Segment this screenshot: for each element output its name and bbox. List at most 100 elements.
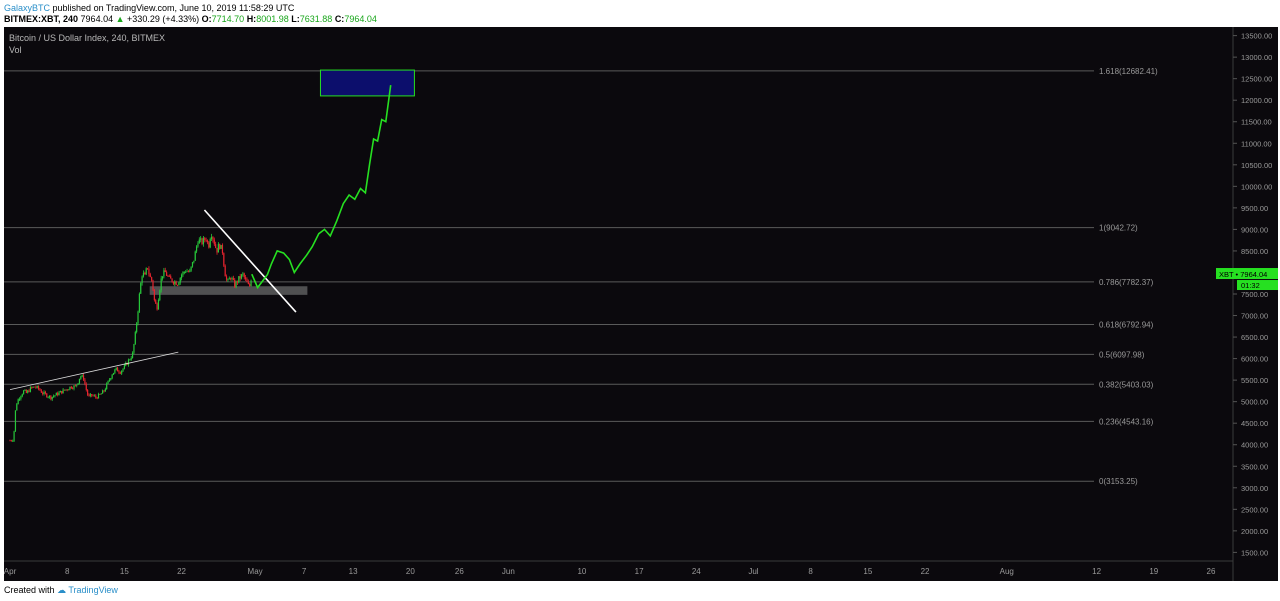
- y-tick-label: 13000.00: [1241, 53, 1272, 62]
- candle-body: [163, 270, 165, 277]
- tradingview-link[interactable]: TradingView: [68, 585, 118, 595]
- candle-body: [118, 371, 120, 373]
- y-tick-label: 5500.00: [1241, 376, 1268, 385]
- footer: Created with ☁ TradingView: [4, 585, 118, 596]
- candle-body: [106, 383, 108, 390]
- candle-body: [225, 276, 228, 280]
- candle-body: [156, 303, 158, 310]
- last-price-tag: [1216, 268, 1278, 280]
- candle-body: [25, 389, 27, 393]
- open-value: 7714.70: [211, 14, 245, 24]
- candle-body: [159, 290, 161, 300]
- candle-body: [108, 379, 111, 381]
- x-tick-label: 7: [302, 567, 307, 576]
- candle-body: [194, 251, 196, 261]
- candle-body: [69, 386, 71, 390]
- candle-body: [24, 389, 26, 391]
- candle-body: [238, 276, 240, 283]
- candle-body: [129, 359, 131, 361]
- candle-body: [153, 289, 155, 301]
- candle-body: [46, 393, 48, 398]
- candle-body: [55, 392, 57, 396]
- y-tick-label: 4500.00: [1241, 419, 1268, 428]
- x-tick-label: 26: [1207, 567, 1216, 576]
- candle-body: [39, 388, 41, 391]
- candle-body: [65, 389, 67, 391]
- y-tick-label: 6500.00: [1241, 333, 1268, 342]
- fib-label: 1(9042.72): [1099, 224, 1138, 233]
- candle-body: [84, 379, 86, 385]
- candle-body: [193, 260, 195, 263]
- candle-body: [182, 272, 184, 275]
- candle-body: [209, 239, 211, 248]
- y-tick-label: 5000.00: [1241, 398, 1268, 407]
- candle-body: [190, 266, 192, 271]
- y-tick-label: 7500.00: [1241, 290, 1268, 299]
- candle-body: [114, 369, 116, 373]
- candle-body: [145, 268, 147, 275]
- candle-body: [61, 390, 63, 394]
- candle-body: [42, 392, 44, 394]
- candle-body: [121, 370, 123, 374]
- candle-body: [157, 299, 160, 310]
- candle-body: [223, 253, 225, 266]
- candle-body: [67, 389, 70, 391]
- candle-body: [189, 270, 191, 272]
- y-tick-label: 2000.00: [1241, 527, 1268, 536]
- time-axis[interactable]: Apr 8 15 22 May 7 13 20 26 Jun 10 17 24 Jul 8 15 22 Aug 12…: [4, 567, 1216, 576]
- candle-body: [112, 372, 115, 375]
- chart-area[interactable]: 1.618(12682.41) 1(9042.72) 0.786(7782.37) 0…: [4, 27, 1278, 581]
- change-up-icon: ▲: [115, 14, 125, 24]
- candle-body: [227, 279, 229, 281]
- candle-body: [80, 376, 82, 379]
- y-tick-label: 3000.00: [1241, 484, 1268, 493]
- candle-body: [164, 270, 166, 273]
- low-value: 7631.88: [299, 14, 333, 24]
- candle-body: [181, 274, 183, 278]
- fib-label: 0.618(6792.94): [1099, 320, 1154, 329]
- candle-body: [202, 238, 204, 245]
- candle-body: [247, 282, 249, 284]
- symbol-label: BITMEX:XBT, 240: [4, 14, 79, 24]
- candle-body: [110, 378, 112, 380]
- close-value: 7964.04: [344, 14, 377, 24]
- candle-body: [18, 398, 21, 400]
- candle-body: [91, 394, 93, 396]
- author-link[interactable]: GalaxyBTC: [4, 3, 51, 13]
- low-label: L:: [291, 14, 300, 24]
- y-tick-label: 2500.00: [1241, 505, 1268, 514]
- price-axis[interactable]: 1500.00 2000.00 2500.00 3000.00 3500.00 4000.…: [1233, 32, 1272, 558]
- candle-body: [104, 389, 106, 392]
- candle-body: [216, 247, 218, 253]
- price-chart[interactable]: 1.618(12682.41) 1(9042.72) 0.786(7782.37) 0…: [4, 27, 1278, 581]
- y-tick-label: 6000.00: [1241, 355, 1268, 364]
- candle-body: [48, 395, 51, 398]
- candles: [9, 233, 252, 443]
- x-tick-label: 24: [692, 567, 701, 576]
- y-tick-label: 3500.00: [1241, 462, 1268, 471]
- publish-info: GalaxyBTC published on TradingView.com, …: [4, 3, 294, 14]
- candle-body: [242, 273, 244, 275]
- candle-body: [10, 440, 12, 442]
- candle-body: [249, 283, 251, 286]
- candle-body: [234, 279, 236, 288]
- candle-body: [63, 389, 66, 391]
- candle-body: [215, 244, 217, 248]
- candle-body: [161, 276, 164, 279]
- x-tick-label: Jun: [502, 567, 515, 576]
- candle-body: [52, 396, 55, 397]
- candle-body: [201, 238, 203, 245]
- candle-body: [235, 281, 237, 288]
- candle-body: [236, 281, 239, 283]
- x-tick-label: 15: [863, 567, 872, 576]
- candle-body: [32, 386, 34, 388]
- x-tick-label: 19: [1149, 567, 1158, 576]
- x-tick-label: May: [248, 567, 263, 576]
- support-zone: [149, 286, 308, 295]
- candle-body: [14, 410, 17, 432]
- y-tick-label: 9500.00: [1241, 204, 1268, 213]
- candle-body: [102, 390, 104, 394]
- candle-body: [213, 239, 215, 245]
- open-label: O:: [201, 14, 212, 24]
- y-tick-label: 11500.00: [1241, 118, 1272, 127]
